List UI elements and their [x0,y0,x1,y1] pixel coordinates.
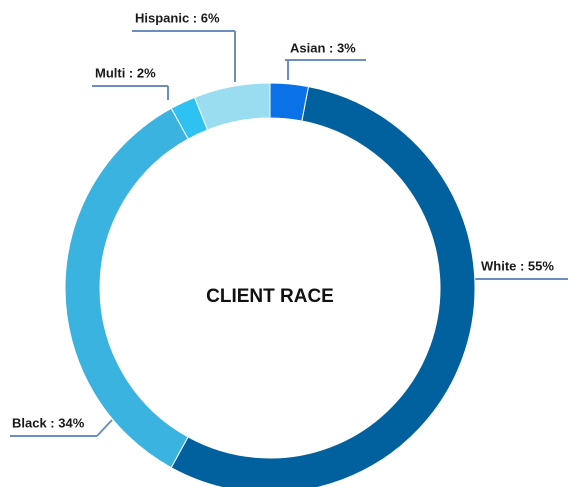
donut-slice [269,82,309,122]
data-label: Black : 34% [12,415,85,430]
data-label: Asian : 3% [290,40,356,55]
donut-slice [64,107,189,469]
data-label: Multi : 2% [95,65,156,80]
data-label: Hispanic : 6% [135,10,220,25]
donut-slice [170,96,209,140]
leader-line [96,419,113,437]
chart-title: CLIENT RACE [206,286,334,307]
donut-slice [193,82,271,131]
donut-slice [170,86,476,487]
data-label: White : 55% [481,258,554,273]
